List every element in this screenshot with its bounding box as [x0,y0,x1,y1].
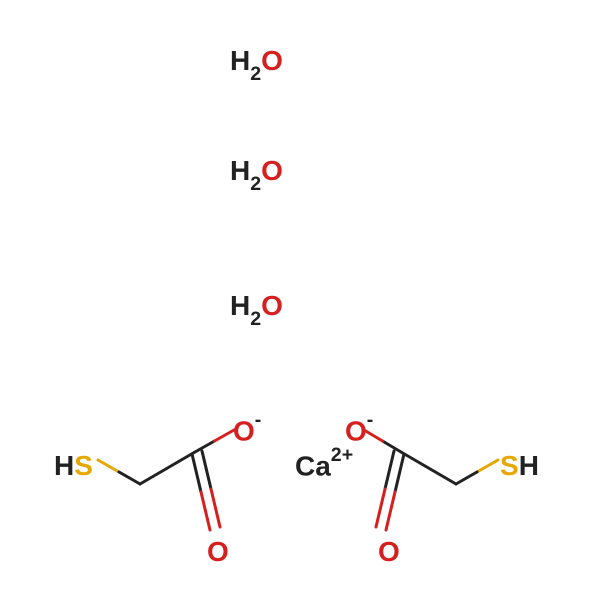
right-anion-o_minus: O- [345,413,373,447]
water-molecule-1: H2O [230,45,283,83]
water-molecule-3: H2O [230,290,283,328]
calcium-cation: Ca2+ [295,448,353,482]
left-anion-hs: HS [54,450,93,482]
left-anion-o_minus: O- [233,413,261,447]
left-anion-o_dbl: O [207,536,229,568]
right-anion-sh: SH [500,450,539,482]
right-anion-o_dbl: O [378,536,400,568]
chemical-structure-diagram: { "canvas": { "width": 600, "height": 60… [0,0,600,600]
water-molecule-2: H2O [230,155,283,193]
bond-lines [0,0,600,600]
